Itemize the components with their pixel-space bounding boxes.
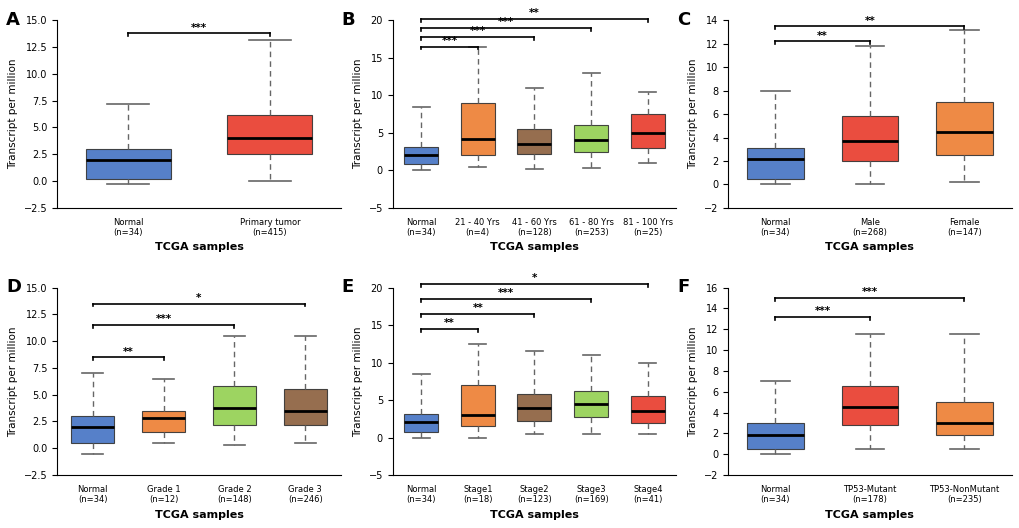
- Text: ***: ***: [814, 306, 829, 316]
- PathPatch shape: [404, 147, 437, 164]
- Text: **: **: [122, 346, 133, 356]
- X-axis label: TCGA samples: TCGA samples: [155, 242, 244, 252]
- PathPatch shape: [574, 125, 607, 152]
- Text: A: A: [6, 11, 20, 29]
- Y-axis label: Transcript per million: Transcript per million: [8, 326, 18, 437]
- X-axis label: TCGA samples: TCGA samples: [489, 510, 579, 520]
- PathPatch shape: [935, 102, 991, 155]
- Text: F: F: [677, 278, 689, 296]
- Y-axis label: Transcript per million: Transcript per million: [688, 326, 698, 437]
- Text: ***: ***: [469, 26, 485, 36]
- PathPatch shape: [213, 386, 256, 425]
- Text: ***: ***: [497, 17, 514, 27]
- Text: *: *: [531, 274, 537, 283]
- Text: *: *: [196, 293, 202, 303]
- PathPatch shape: [746, 423, 803, 449]
- PathPatch shape: [841, 117, 898, 161]
- Text: **: **: [472, 303, 483, 313]
- PathPatch shape: [142, 411, 184, 432]
- Text: E: E: [341, 278, 354, 296]
- Y-axis label: Transcript per million: Transcript per million: [353, 59, 363, 169]
- PathPatch shape: [461, 385, 494, 426]
- PathPatch shape: [404, 413, 437, 431]
- PathPatch shape: [86, 149, 170, 179]
- PathPatch shape: [574, 391, 607, 417]
- X-axis label: TCGA samples: TCGA samples: [824, 510, 913, 520]
- PathPatch shape: [461, 103, 494, 155]
- Text: **: **: [816, 31, 827, 41]
- Text: C: C: [677, 11, 690, 29]
- PathPatch shape: [517, 394, 551, 421]
- PathPatch shape: [935, 402, 991, 436]
- Text: ***: ***: [191, 23, 207, 33]
- Text: ***: ***: [441, 36, 457, 46]
- Text: **: **: [443, 318, 454, 328]
- X-axis label: TCGA samples: TCGA samples: [489, 242, 579, 252]
- PathPatch shape: [227, 115, 312, 154]
- PathPatch shape: [841, 386, 898, 425]
- X-axis label: TCGA samples: TCGA samples: [155, 510, 244, 520]
- Y-axis label: Transcript per million: Transcript per million: [688, 59, 698, 169]
- Text: B: B: [341, 11, 355, 29]
- PathPatch shape: [630, 114, 664, 148]
- Text: ***: ***: [861, 287, 877, 297]
- Text: **: **: [864, 16, 874, 26]
- PathPatch shape: [630, 397, 664, 422]
- X-axis label: TCGA samples: TCGA samples: [824, 242, 913, 252]
- Text: ***: ***: [497, 288, 514, 298]
- Text: **: **: [529, 8, 539, 18]
- Text: D: D: [6, 278, 21, 296]
- PathPatch shape: [71, 416, 114, 443]
- PathPatch shape: [283, 389, 326, 425]
- Y-axis label: Transcript per million: Transcript per million: [8, 59, 18, 169]
- Text: ***: ***: [155, 315, 171, 325]
- PathPatch shape: [517, 129, 551, 154]
- Y-axis label: Transcript per million: Transcript per million: [353, 326, 363, 437]
- PathPatch shape: [746, 148, 803, 178]
